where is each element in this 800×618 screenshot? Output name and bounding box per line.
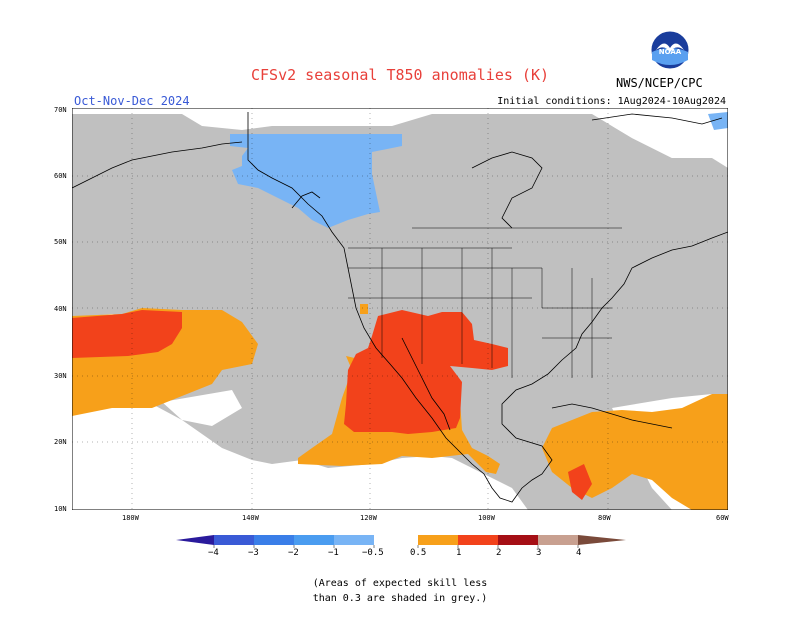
colorbar-swatch (334, 535, 374, 545)
initial-conditions-label: Initial conditions: 1Aug2024-10Aug2024 (497, 96, 726, 107)
colorbar-swatch (418, 535, 458, 545)
map-title: CFSv2 seasonal T850 anomalies (K) (250, 66, 549, 84)
skill-footnote: (Areas of expected skill less than 0.3 a… (0, 576, 800, 606)
lat-label: 30N (54, 372, 67, 380)
lon-label: 80W (598, 514, 611, 522)
lat-label: 60N (54, 172, 67, 180)
lat-label: 50N (54, 238, 67, 246)
logo-text: NOAA (659, 48, 682, 56)
lat-label: 10N (54, 505, 67, 513)
agency-label: NWS/NCEP/CPC (616, 76, 703, 90)
lon-label: 100W (478, 514, 495, 522)
colorbar-label: 0.5 (410, 548, 427, 558)
lon-label: 120W (360, 514, 377, 522)
lon-label: 180W (122, 514, 139, 522)
colorbar-swatch (498, 535, 538, 545)
colorbar-label: −1 (328, 548, 339, 558)
noaa-logo: NOAA (650, 30, 690, 70)
colorbar-label: 2 (496, 548, 502, 558)
colorbar-swatch (538, 535, 578, 545)
colorbar-swatch (374, 535, 418, 545)
lon-label: 140W (242, 514, 259, 522)
negative-anomaly-region (230, 112, 728, 228)
season-label: Oct-Nov-Dec 2024 (74, 94, 190, 108)
lon-label: 60W (716, 514, 729, 522)
footnote-line: (Areas of expected skill less (312, 578, 488, 589)
colorbar-label: 1 (456, 548, 462, 558)
positive-anomaly-red (72, 310, 592, 500)
colorbar-swatch (578, 535, 626, 545)
colorbar (176, 535, 626, 548)
colorbar-label: −2 (288, 548, 299, 558)
lat-label: 40N (54, 305, 67, 313)
colorbar-swatch (254, 535, 294, 545)
anomaly-map (72, 108, 728, 510)
colorbar-label: 4 (576, 548, 582, 558)
lat-label: 70N (54, 106, 67, 114)
colorbar-swatch (214, 535, 254, 545)
colorbar-label: 3 (536, 548, 542, 558)
colorbar-label: −3 (248, 548, 259, 558)
colorbar-label: −0.5 (362, 548, 384, 558)
footnote-line: than 0.3 are shaded in grey.) (312, 593, 488, 604)
lat-label: 20N (54, 438, 67, 446)
colorbar-swatch (458, 535, 498, 545)
colorbar-swatch (176, 535, 214, 545)
colorbar-swatch (294, 535, 334, 545)
colorbar-label: −4 (208, 548, 219, 558)
